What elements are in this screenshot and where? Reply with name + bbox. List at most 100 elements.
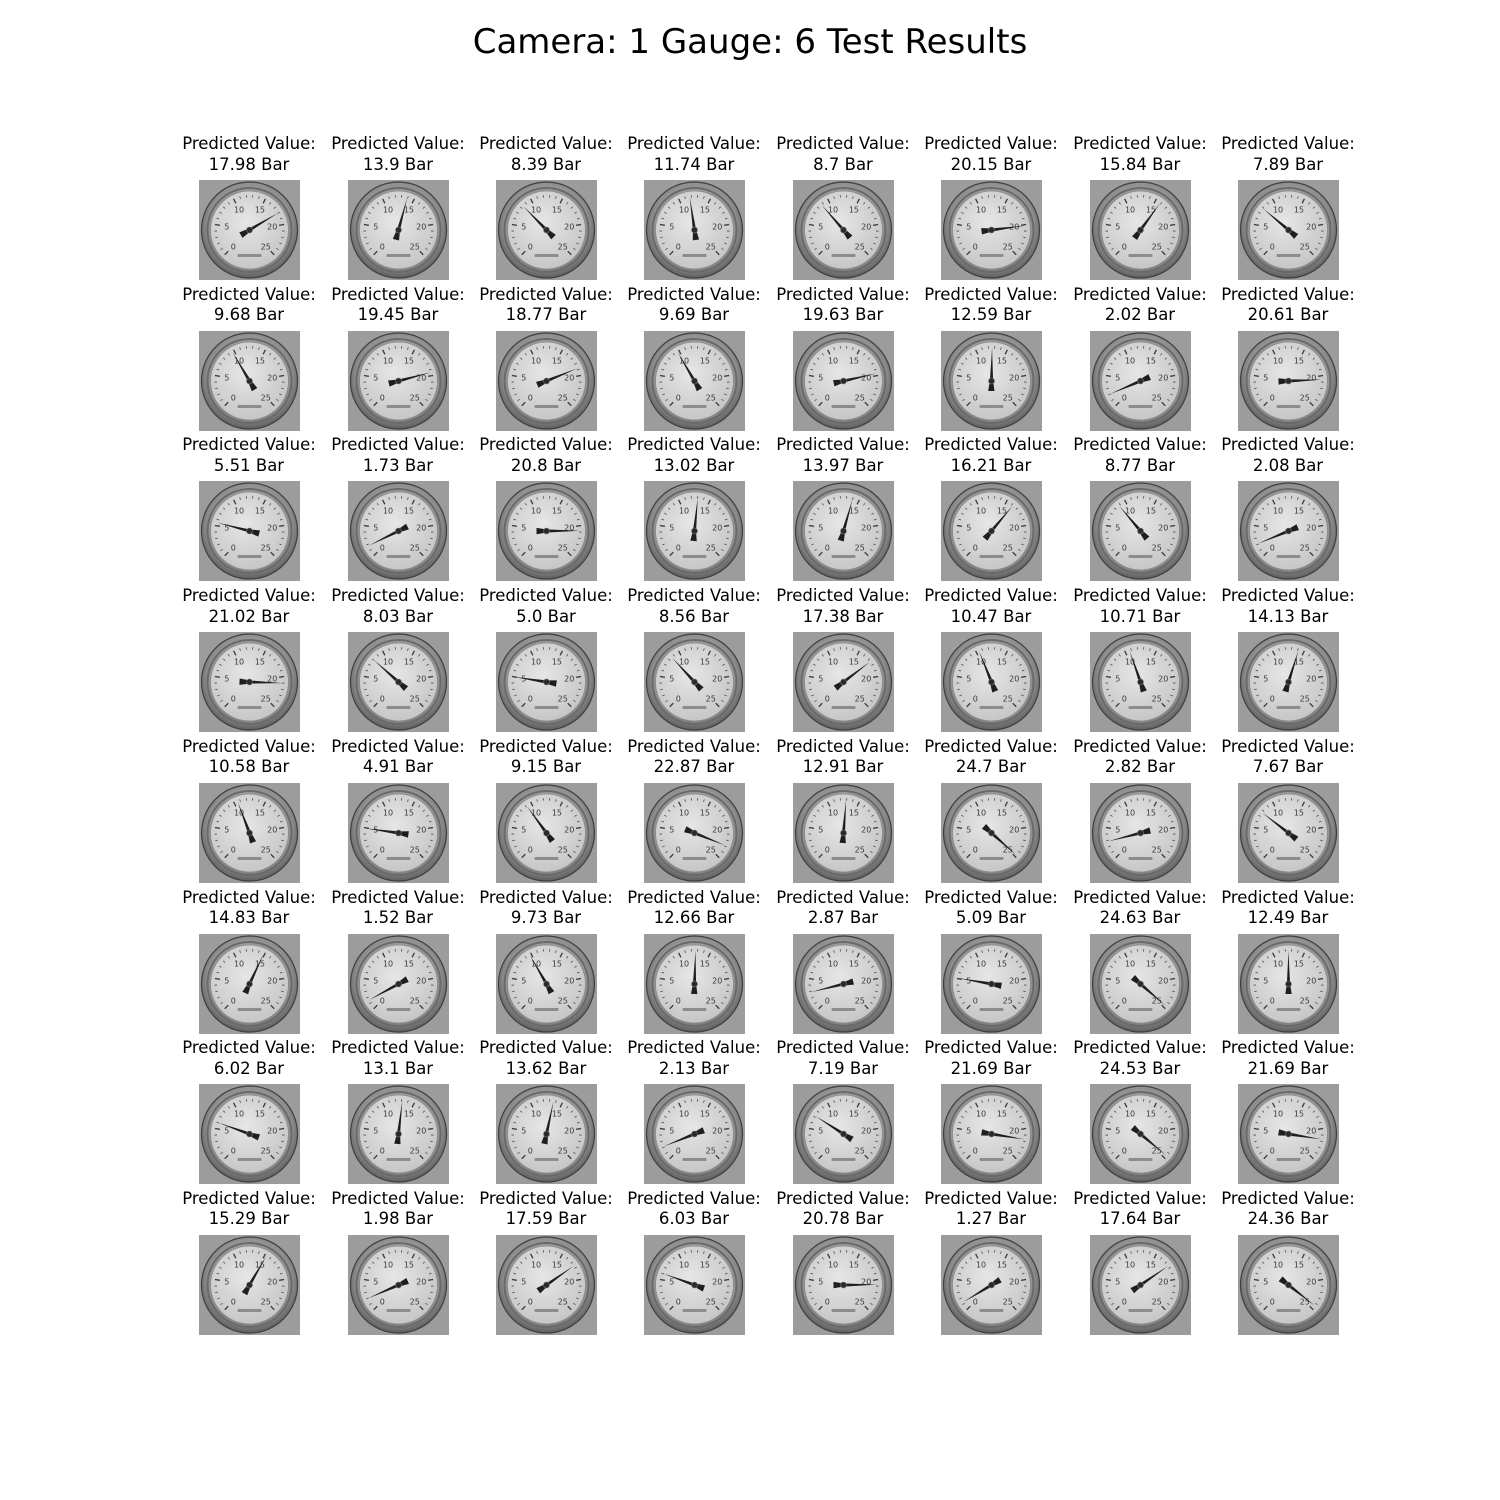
- gauge-tick-label: 0: [973, 393, 978, 402]
- gauge-major-tick: [521, 702, 526, 708]
- gauge-minor-tick: [873, 543, 876, 546]
- gauge-maker-mark: [979, 1007, 1004, 1011]
- gauge-minor-tick: [1259, 247, 1262, 250]
- gauge-minor-tick: [1259, 700, 1262, 703]
- gauge-tick-label: 20: [712, 222, 722, 231]
- gauge-major-tick: [808, 675, 814, 679]
- gauge-minor-tick: [279, 217, 283, 220]
- gauge-result-cell: Predicted Value: 17.59 Bar 0 5 10 15 20 25: [471, 1189, 621, 1339]
- gauge-minor-tick: [981, 1100, 983, 1104]
- prediction-label: Predicted Value:: [1221, 1038, 1355, 1058]
- gauge-major-tick: [856, 1102, 860, 1108]
- gauge-minor-tick: [810, 820, 814, 823]
- gauge-major-tick: [975, 349, 979, 355]
- gauge-inner-ring: [1097, 1091, 1184, 1178]
- gauge-tick-label: 15: [1294, 507, 1304, 516]
- gauge-minor-tick: [703, 346, 705, 350]
- gauge-major-tick: [373, 250, 378, 256]
- gauge-tick-label: 10: [1125, 1260, 1135, 1269]
- gauge-minor-tick: [703, 1251, 705, 1254]
- gauge-needle-hub: [1137, 678, 1144, 686]
- gauge-major-tick: [1253, 1278, 1259, 1281]
- gauge-minor-tick: [428, 519, 432, 521]
- gauge-major-tick: [567, 552, 572, 557]
- prediction-label: Predicted Value:: [479, 736, 613, 756]
- gauge-major-tick: [411, 349, 415, 355]
- gauge-minor-tick: [833, 1100, 835, 1104]
- prediction-caption: Predicted Value: 9.69 Bar: [619, 285, 769, 326]
- gauge-minor-tick: [217, 543, 220, 546]
- gauge-tick-label: 5: [373, 1277, 378, 1286]
- gauge-inner-ring: [1097, 940, 1184, 1027]
- gauge-minor-tick: [1108, 543, 1111, 546]
- gauge-minor-tick: [430, 236, 433, 238]
- gauge-needle-hub: [691, 1130, 698, 1138]
- gauge-minor-tick: [258, 346, 260, 350]
- gauge-major-tick: [873, 223, 879, 226]
- gauge-minor-tick: [672, 1106, 675, 1109]
- gauge-minor-tick: [703, 949, 705, 953]
- gauge-minor-tick: [1019, 1116, 1022, 1118]
- gauge-minor-tick: [814, 700, 817, 703]
- gauge-minor-tick: [279, 368, 283, 371]
- gauge-minor-tick: [279, 519, 283, 521]
- gauge-minor-tick: [276, 700, 279, 703]
- gauge-tick-label: 25: [1152, 1146, 1162, 1155]
- prediction-value: 18.77 Bar: [505, 305, 587, 325]
- prediction-value: 7.89 Bar: [1252, 154, 1324, 174]
- gauge-minor-tick: [1255, 1272, 1259, 1275]
- gauge-minor-tick: [811, 1146, 814, 1149]
- gauge-minor-tick: [524, 804, 527, 808]
- gauge-major-tick: [659, 525, 665, 528]
- gauge-tick-label: 15: [997, 1110, 1007, 1119]
- gauge-minor-tick: [873, 519, 877, 521]
- gauge-needle: [1285, 950, 1292, 994]
- gauge-tick-label: 10: [1273, 1110, 1283, 1119]
- gauge-major-tick: [1161, 702, 1166, 708]
- gauge-minor-tick: [372, 206, 375, 209]
- gauge-tick-label: 20: [1306, 524, 1316, 533]
- gauge-major-tick: [818, 702, 823, 708]
- gauge-minor-tick: [1254, 387, 1257, 389]
- gauge-major-tick: [1124, 1102, 1128, 1108]
- gauge-minor-tick: [871, 965, 874, 968]
- gauge-maker-mark: [1276, 1308, 1301, 1312]
- gauge-minor-tick: [1308, 1106, 1311, 1109]
- gauge-minor-tick: [269, 1106, 272, 1109]
- gauge-maker-mark: [237, 706, 262, 710]
- prediction-caption: Predicted Value: 2.82 Bar: [1065, 737, 1215, 778]
- prediction-label: Predicted Value:: [627, 736, 761, 756]
- gauge-minor-tick: [852, 648, 854, 651]
- gauge-minor-tick: [376, 955, 379, 959]
- gauge-major-tick: [1153, 499, 1157, 505]
- gauge-minor-tick: [1320, 1291, 1323, 1293]
- gauge-minor-tick: [1018, 398, 1021, 401]
- gauge-maker-mark: [979, 254, 1004, 257]
- gauge-major-tick: [1253, 1128, 1259, 1131]
- gauge-minor-tick: [368, 513, 371, 516]
- gauge-major-tick: [818, 1004, 823, 1009]
- gauge-tick-label: 15: [997, 356, 1007, 365]
- gauge-tick-label: 5: [224, 373, 229, 382]
- gauge-tick-label: 10: [383, 507, 393, 516]
- gauge-minor-tick: [810, 519, 814, 521]
- gauge-minor-tick: [1015, 1110, 1018, 1113]
- gauge-major-tick: [1263, 853, 1268, 859]
- gauge-minor-tick: [1320, 236, 1323, 238]
- gauge-minor-tick: [958, 519, 962, 521]
- gauge-major-tick: [715, 552, 720, 557]
- gauge-minor-tick: [875, 387, 878, 389]
- gauge-minor-tick: [664, 513, 667, 516]
- gauge-minor-tick: [388, 799, 390, 802]
- gauge-minor-tick: [1278, 196, 1280, 199]
- gauge-minor-tick: [1114, 1261, 1117, 1264]
- gauge-tick-label: 15: [1294, 808, 1304, 817]
- gauge-minor-tick: [661, 519, 665, 521]
- gauge-tick-label: 20: [564, 1277, 574, 1286]
